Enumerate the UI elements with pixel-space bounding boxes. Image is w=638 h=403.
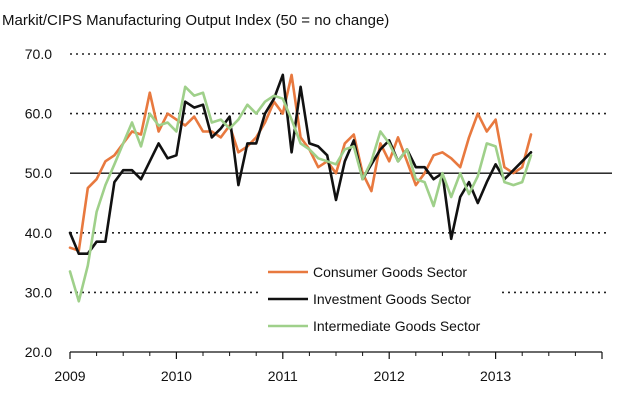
legend-label: Intermediate Goods Sector <box>313 318 481 334</box>
series-line-intermediate-goods-sector <box>68 85 533 303</box>
y-tick-label: 70.0 <box>25 46 52 62</box>
x-tick-label: 2011 <box>268 368 298 384</box>
y-tick-label: 30.0 <box>25 284 52 300</box>
series-lines <box>68 73 533 303</box>
x-tick-label: 2013 <box>480 368 511 384</box>
series-line-investment-goods-sector <box>68 73 533 255</box>
chart-title: Markit/CIPS Manufacturing Output Index (… <box>2 12 389 29</box>
legend: Consumer Goods Sector Investment Goods Se… <box>262 258 502 342</box>
x-tick-label: 2009 <box>54 368 85 384</box>
y-tick-label: 50.0 <box>25 165 52 181</box>
y-tick-label: 40.0 <box>25 225 52 241</box>
legend-label: Investment Goods Sector <box>313 291 471 307</box>
x-tick-label: 2012 <box>374 368 405 384</box>
y-tick-label: 60.0 <box>25 106 52 122</box>
series-line-consumer-goods-sector <box>68 73 533 252</box>
x-tick-label: 2010 <box>161 368 192 384</box>
legend-label: Consumer Goods Sector <box>313 264 467 280</box>
y-tick-label: 20.0 <box>25 344 52 360</box>
